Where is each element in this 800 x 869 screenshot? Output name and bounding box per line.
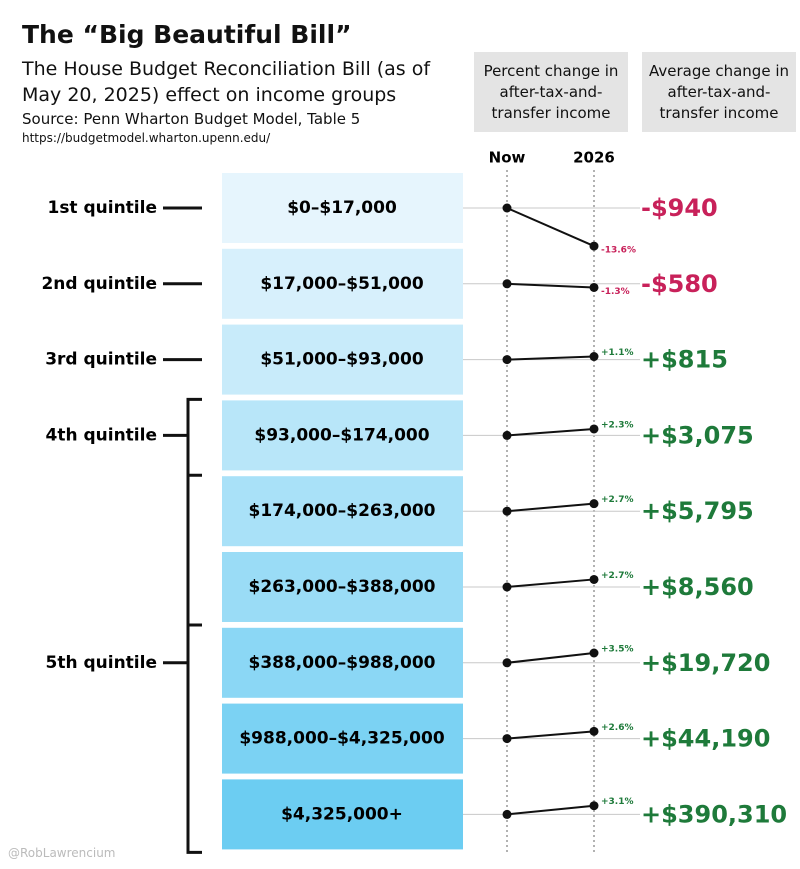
percent-label: +2.3%: [601, 420, 634, 430]
dot-2026: [589, 282, 599, 292]
now-dot: [502, 658, 512, 668]
url: https://budgetmodel.wharton.upenn.edu/: [22, 131, 271, 145]
income-box: [222, 248, 463, 319]
income-box: [222, 779, 463, 850]
slope-line: [506, 730, 595, 740]
average-change: +$8,560: [641, 573, 754, 601]
dot-2026: [589, 352, 599, 362]
average-change: +$44,190: [641, 725, 770, 753]
group-bracket: [186, 473, 202, 854]
income-box: [222, 703, 463, 774]
percent-label: +2.6%: [601, 723, 634, 733]
slope-line: [506, 355, 595, 361]
average-change: -$940: [641, 194, 718, 222]
dot-2026: [589, 648, 599, 658]
now-dot: [502, 734, 512, 744]
average-change: -$580: [641, 270, 718, 298]
slope-line: [506, 804, 595, 816]
income-range: $93,000–$174,000: [254, 425, 429, 445]
income-box: [222, 476, 463, 547]
income-range: $51,000–$93,000: [260, 350, 424, 370]
average-change: +$5,795: [641, 497, 754, 525]
average-change: +$19,720: [641, 649, 770, 677]
slope-line: [506, 207, 595, 247]
income-range: $388,000–$988,000: [248, 653, 435, 673]
income-box: [222, 324, 463, 395]
income-box: [222, 552, 463, 622]
slope-line: [506, 502, 595, 513]
income-range: $263,000–$388,000: [248, 577, 435, 597]
income-range: $0–$17,000: [287, 198, 397, 218]
group-bracket: [186, 397, 202, 627]
x-label: 2026: [573, 149, 615, 167]
now-dot: [502, 506, 512, 516]
group-label: 2nd quintile: [41, 274, 157, 294]
dot-2026: [589, 726, 599, 736]
group-label: 1st quintile: [47, 198, 157, 218]
column-header: Average change in after-tax-and-transfer…: [642, 52, 796, 132]
average-change: +$390,310: [641, 800, 787, 828]
slope-line: [506, 578, 595, 588]
slope-line: [506, 652, 595, 664]
dot-2026: [589, 499, 599, 509]
now-dot: [502, 355, 512, 365]
now-dot: [502, 582, 512, 592]
percent-label: +2.7%: [601, 571, 634, 581]
title: The “Big Beautiful Bill”: [22, 20, 352, 49]
dot-2026: [589, 574, 599, 584]
dot-2026: [589, 424, 599, 434]
source: Source: Penn Wharton Budget Model, Table…: [22, 110, 361, 128]
dot-2026: [589, 801, 599, 811]
now-dot: [502, 279, 512, 289]
subtitle: The House Budget Reconciliation Bill (as…: [22, 58, 431, 106]
income-range: $4,325,000+: [281, 804, 403, 824]
group-label: 5th quintile: [46, 653, 158, 673]
slope-line: [506, 282, 595, 289]
income-range: $988,000–$4,325,000: [239, 729, 444, 749]
credit: @RobLawrencium: [8, 846, 116, 860]
x-label: Now: [489, 149, 526, 167]
average-change: +$3,075: [641, 421, 754, 449]
average-change: +$815: [641, 346, 728, 374]
income-box: [222, 173, 463, 243]
percent-label: +1.1%: [601, 348, 634, 358]
slope-line: [506, 427, 595, 437]
income-range: $174,000–$263,000: [248, 501, 435, 521]
column-header: Percent change in after-tax-and-transfer…: [474, 52, 628, 132]
percent-label: +3.5%: [601, 645, 634, 655]
percent-label: +3.1%: [601, 797, 634, 807]
group-label: 3rd quintile: [45, 350, 157, 370]
group-label: 4th quintile: [46, 425, 158, 445]
income-box: [222, 627, 463, 698]
now-dot: [502, 430, 512, 440]
income-box: [222, 400, 463, 471]
now-dot: [502, 203, 512, 213]
income-range: $17,000–$51,000: [260, 274, 424, 294]
dot-2026: [589, 241, 599, 251]
percent-label: +2.7%: [601, 495, 634, 505]
percent-label: -1.3%: [601, 287, 630, 297]
now-dot: [502, 809, 512, 819]
percent-label: -13.6%: [601, 246, 636, 256]
